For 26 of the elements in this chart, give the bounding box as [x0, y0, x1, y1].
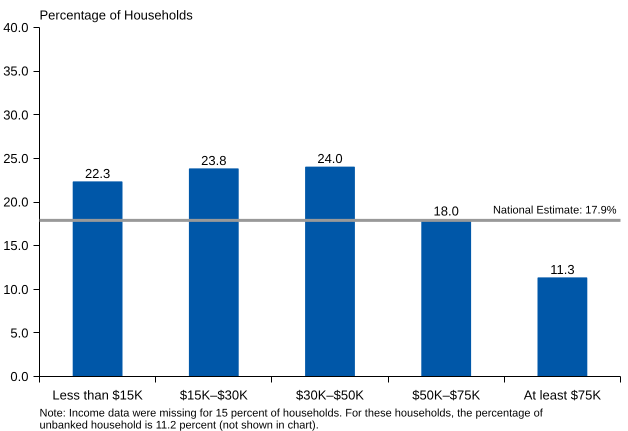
data-label: 22.3: [84, 166, 110, 181]
y-tick-label: 30.0: [3, 107, 29, 122]
y-tick-label: 5.0: [10, 325, 29, 340]
x-tick-label: $30K–$50K: [296, 388, 364, 402]
x-tick-label: $15K–$30K: [180, 388, 248, 402]
data-label: 23.8: [201, 152, 226, 168]
y-tick-label: 35.0: [3, 64, 29, 79]
y-tick-label: 25.0: [3, 150, 29, 166]
y-tick-label: 10.0: [3, 282, 29, 297]
y-tick-label: 15.0: [3, 238, 29, 254]
data-label: 11.3: [550, 262, 575, 277]
ref-line-label: National Estimate: 17.9%: [492, 204, 617, 216]
y-axis-title: Percentage of Households: [40, 8, 194, 22]
bar: [188, 168, 239, 376]
x-tick-label: Less than $15K: [52, 388, 144, 402]
x-tick-label: $50K–$75K: [412, 388, 481, 402]
data-label: 18.0: [434, 203, 459, 218]
bar: [72, 181, 122, 376]
y-tick-label: 0.0: [10, 369, 29, 384]
data-label: 24.0: [317, 151, 343, 166]
text: Note: Income data were missing for 15 percent of households. For these households, the percentage of unbanked household is 11.2 percent (not shown in chart).: [40, 408, 544, 431]
y-tick-label: 20.0: [3, 194, 29, 210]
bar: [538, 277, 588, 376]
x-tick-label: At least $75K: [524, 388, 602, 402]
bar: [305, 166, 355, 376]
y-tick-label: 40.0: [3, 20, 29, 35]
